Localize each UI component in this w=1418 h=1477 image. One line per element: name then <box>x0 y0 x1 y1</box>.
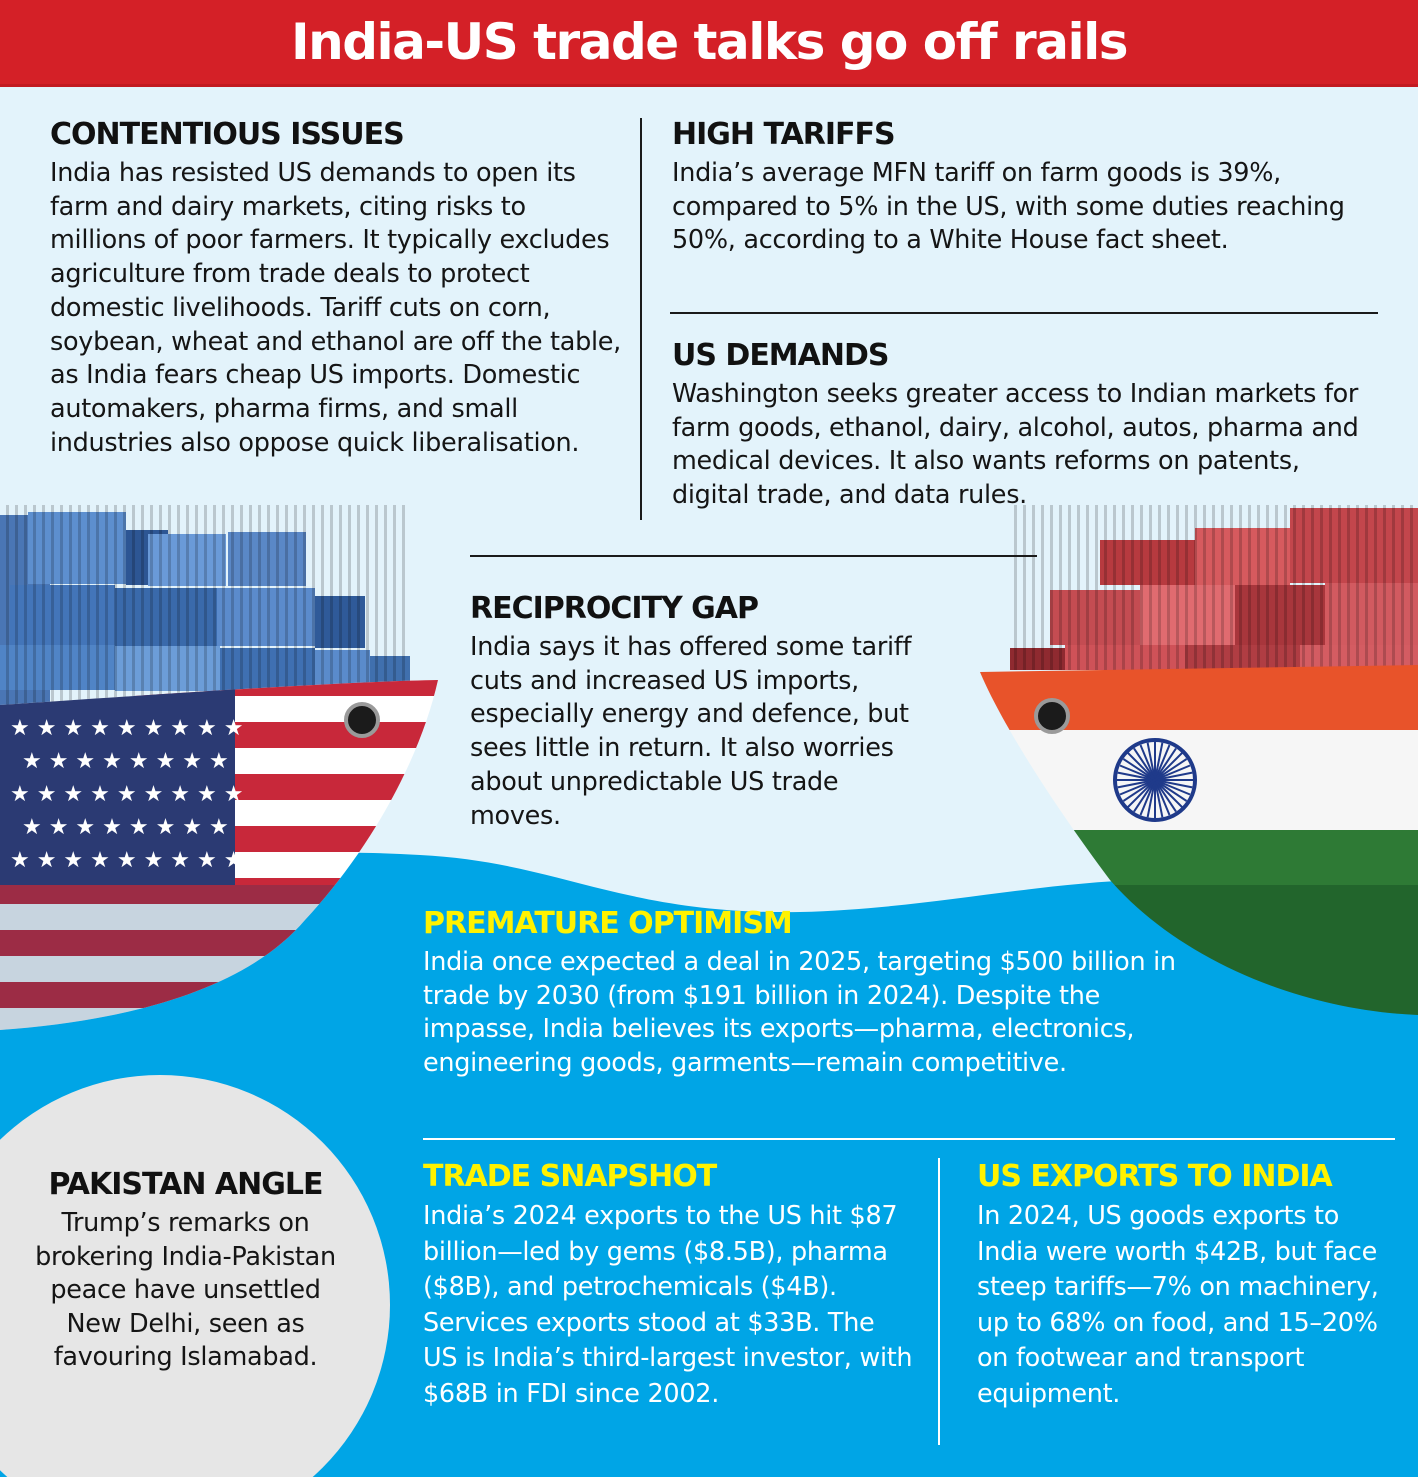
page-title: India-US trade talks go off rails <box>291 13 1129 71</box>
premature-optimism-body: India once expected a deal in 2025, targ… <box>423 947 1176 1079</box>
section-divider <box>423 1138 1395 1140</box>
trade-snapshot-heading: TRADE SNAPSHOT <box>423 1159 717 1194</box>
trade-snapshot-section: TRADE SNAPSHOT India’s 2024 exports to t… <box>423 1159 915 1412</box>
us-demands-section: US DEMANDS Washington seeks greater acce… <box>672 338 1377 513</box>
high-tariffs-body: India’s average MFN tariff on farm goods… <box>672 158 1345 256</box>
us-exports-heading: US EXPORTS TO INDIA <box>977 1159 1333 1194</box>
svg-text:★ ★ ★ ★ ★ ★ ★ ★ ★: ★ ★ ★ ★ ★ ★ ★ ★ ★ <box>10 782 243 807</box>
section-divider <box>470 555 1037 557</box>
reciprocity-gap-body: India says it has offered some tariff cu… <box>470 632 912 831</box>
us-demands-body: Washington seeks greater access to India… <box>672 379 1359 511</box>
contentious-issues-body: India has resisted US demands to open it… <box>50 158 621 458</box>
trade-snapshot-body: India’s 2024 exports to the US hit $87 b… <box>423 1201 913 1409</box>
pakistan-angle-heading: PAKISTAN ANGLE <box>48 1167 324 1202</box>
high-tariffs-section: HIGH TARIFFS India’s average MFN tariff … <box>672 117 1372 258</box>
us-demands-heading: US DEMANDS <box>672 338 890 373</box>
us-exports-section: US EXPORTS TO INDIA In 2024, US goods ex… <box>977 1159 1402 1412</box>
section-divider <box>670 312 1378 314</box>
reciprocity-gap-section: RECIPROCITY GAP India says it has offere… <box>470 591 915 833</box>
india-porthole <box>1034 698 1070 734</box>
us-porthole <box>344 702 380 738</box>
premature-optimism-section: PREMATURE OPTIMISM India once expected a… <box>423 906 1213 1081</box>
pakistan-angle-section: PAKISTAN ANGLE Trump’s remarks on broker… <box>28 1167 343 1375</box>
svg-text:★ ★ ★ ★ ★ ★ ★ ★: ★ ★ ★ ★ ★ ★ ★ ★ <box>22 815 229 840</box>
premature-optimism-heading: PREMATURE OPTIMISM <box>423 906 793 941</box>
reciprocity-gap-heading: RECIPROCITY GAP <box>470 591 759 626</box>
contentious-issues-section: CONTENTIOUS ISSUES India has resisted US… <box>50 117 625 460</box>
india-containers <box>1010 505 1418 670</box>
pakistan-angle-body: Trump’s remarks on brokering India-Pakis… <box>35 1208 336 1372</box>
svg-text:★ ★ ★ ★ ★ ★ ★ ★ ★: ★ ★ ★ ★ ★ ★ ★ ★ ★ <box>10 848 243 873</box>
svg-text:★ ★ ★ ★ ★ ★ ★ ★: ★ ★ ★ ★ ★ ★ ★ ★ <box>22 749 229 774</box>
title-banner: India-US trade talks go off rails <box>0 0 1418 87</box>
ashoka-chakra <box>1113 738 1197 822</box>
us-exports-body: In 2024, US goods exports to India were … <box>977 1201 1379 1409</box>
us-containers <box>0 505 410 705</box>
column-divider <box>938 1158 940 1445</box>
column-divider <box>640 118 642 520</box>
contentious-issues-heading: CONTENTIOUS ISSUES <box>50 117 405 152</box>
high-tariffs-heading: HIGH TARIFFS <box>672 117 896 152</box>
svg-text:★ ★ ★ ★ ★ ★ ★ ★ ★: ★ ★ ★ ★ ★ ★ ★ ★ ★ <box>10 716 243 741</box>
